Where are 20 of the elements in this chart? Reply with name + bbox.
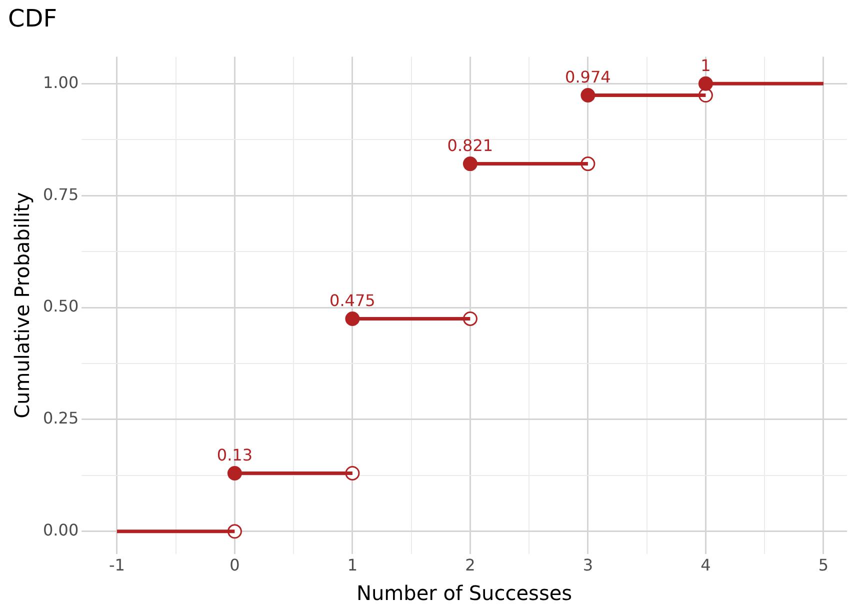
- y-tick-label: 0.25: [43, 408, 79, 428]
- x-tick-label: 4: [700, 556, 711, 575]
- y-axis-title: Cumulative Probability: [10, 192, 34, 418]
- chart-title: CDF: [8, 4, 58, 33]
- y-tick-label: 1.00: [43, 72, 79, 92]
- y-tick-label: 0.00: [43, 520, 79, 540]
- x-tick-label: 0: [230, 556, 240, 575]
- y-tick-label: 0.75: [43, 184, 79, 204]
- x-tick-label: 5: [818, 556, 829, 575]
- data-label: 0.475: [330, 290, 376, 310]
- x-tick-label: 1: [347, 556, 358, 575]
- data-label: 0.974: [565, 67, 611, 86]
- x-tick-label: -1: [108, 556, 125, 575]
- x-axis-title: Number of Successes: [356, 581, 572, 606]
- x-tick-label: 3: [582, 556, 594, 575]
- data-label: 1: [700, 56, 711, 75]
- data-label: 0.13: [216, 445, 253, 464]
- data-label: 0.821: [447, 136, 494, 155]
- x-tick-label: 2: [465, 556, 476, 575]
- y-tick-label: 0.50: [43, 296, 79, 316]
